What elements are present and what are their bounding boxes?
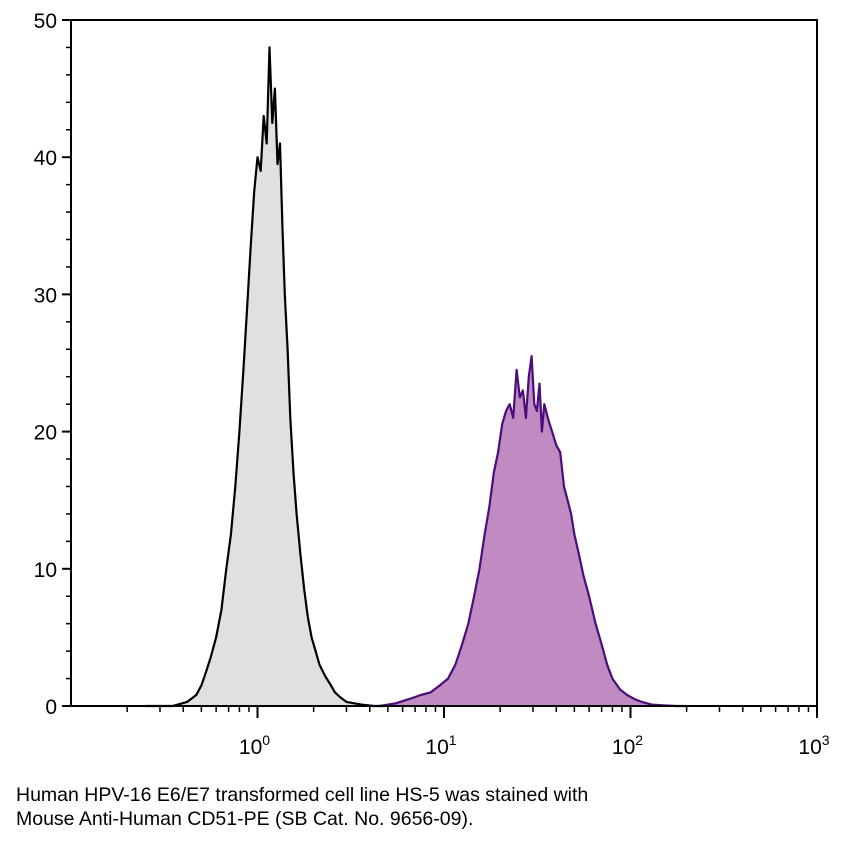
y-tick-label: 20 xyxy=(34,422,57,445)
caption-line-2: Mouse Anti-Human CD51-PE (SB Cat. No. 96… xyxy=(16,808,474,830)
axis-layer: 0 10 20 30 40 50 100 101 102 103 xyxy=(34,10,830,759)
series-1-line xyxy=(379,355,687,708)
y-tick-label: 10 xyxy=(34,559,57,582)
series-0-line xyxy=(145,46,385,708)
x-tick-label: 100 xyxy=(239,732,270,759)
y-tick-label: 40 xyxy=(34,147,57,170)
plot-frame xyxy=(70,19,818,707)
series-1-fill xyxy=(379,356,687,706)
caption-line-1: Human HPV-16 E6/E7 transformed cell line… xyxy=(16,784,589,806)
figure-caption: Human HPV-16 E6/E7 transformed cell line… xyxy=(16,783,836,831)
y-tick-label: 0 xyxy=(45,696,57,719)
y-tick-label: 30 xyxy=(34,284,57,307)
x-tick-label: 102 xyxy=(612,732,643,759)
y-tick-label: 50 xyxy=(34,10,57,33)
histogram-chart: 0 10 20 30 40 50 100 101 102 103 xyxy=(34,10,830,759)
series-0-fill xyxy=(145,47,385,706)
x-tick-label: 101 xyxy=(425,732,456,759)
x-tick-label: 103 xyxy=(798,732,829,759)
series-layer xyxy=(145,46,687,708)
